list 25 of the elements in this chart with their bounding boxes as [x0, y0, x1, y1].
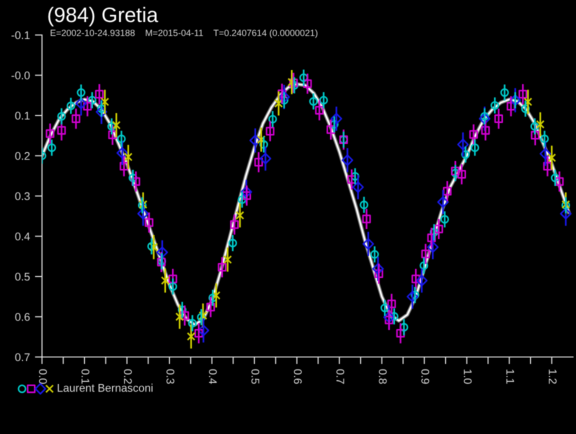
y-tick-label: 0.7 [15, 353, 30, 362]
x-tick-label: 0.0 [39, 369, 47, 384]
x-tick-label: 0.3 [166, 369, 174, 384]
x-tick-label: 0.6 [294, 369, 302, 384]
x-tick-label: 0.1 [81, 369, 90, 384]
y-tick-label: 0.5 [15, 272, 30, 281]
x-tick-label: 0.9 [421, 369, 430, 384]
x-tick-label: 1.0 [464, 370, 472, 384]
y-tick-label: -0.1 [12, 31, 30, 40]
text: Laurent Bernasconi [58, 384, 152, 392]
y-tick-label: 0.2 [15, 152, 30, 160]
y-tick-label: 0.1 [15, 112, 30, 120]
x-tick-label: 0.7 [336, 369, 344, 384]
y-tick-label: -0.0 [12, 72, 30, 80]
x-tick-label: 0.4 [208, 369, 217, 384]
x-tick-label: 0.8 [378, 369, 387, 384]
x-tick-label: 0.2 [124, 369, 132, 384]
y-tick-label: 0.6 [15, 313, 30, 321]
chart-subtitle: E=2002-10-24.93188 M=2015-04-11 T=0.2407614 (0.0000021) [50, 29, 318, 38]
chart-title: (984) Gretia [48, 6, 158, 26]
y-tick-label: 0.4 [15, 232, 30, 240]
x-tick-label: 0.5 [251, 369, 260, 384]
y-tick-label: 0.3 [15, 192, 30, 200]
x-tick-label: 1.2 [548, 370, 557, 384]
x-tick-label: 1.1 [506, 370, 514, 384]
